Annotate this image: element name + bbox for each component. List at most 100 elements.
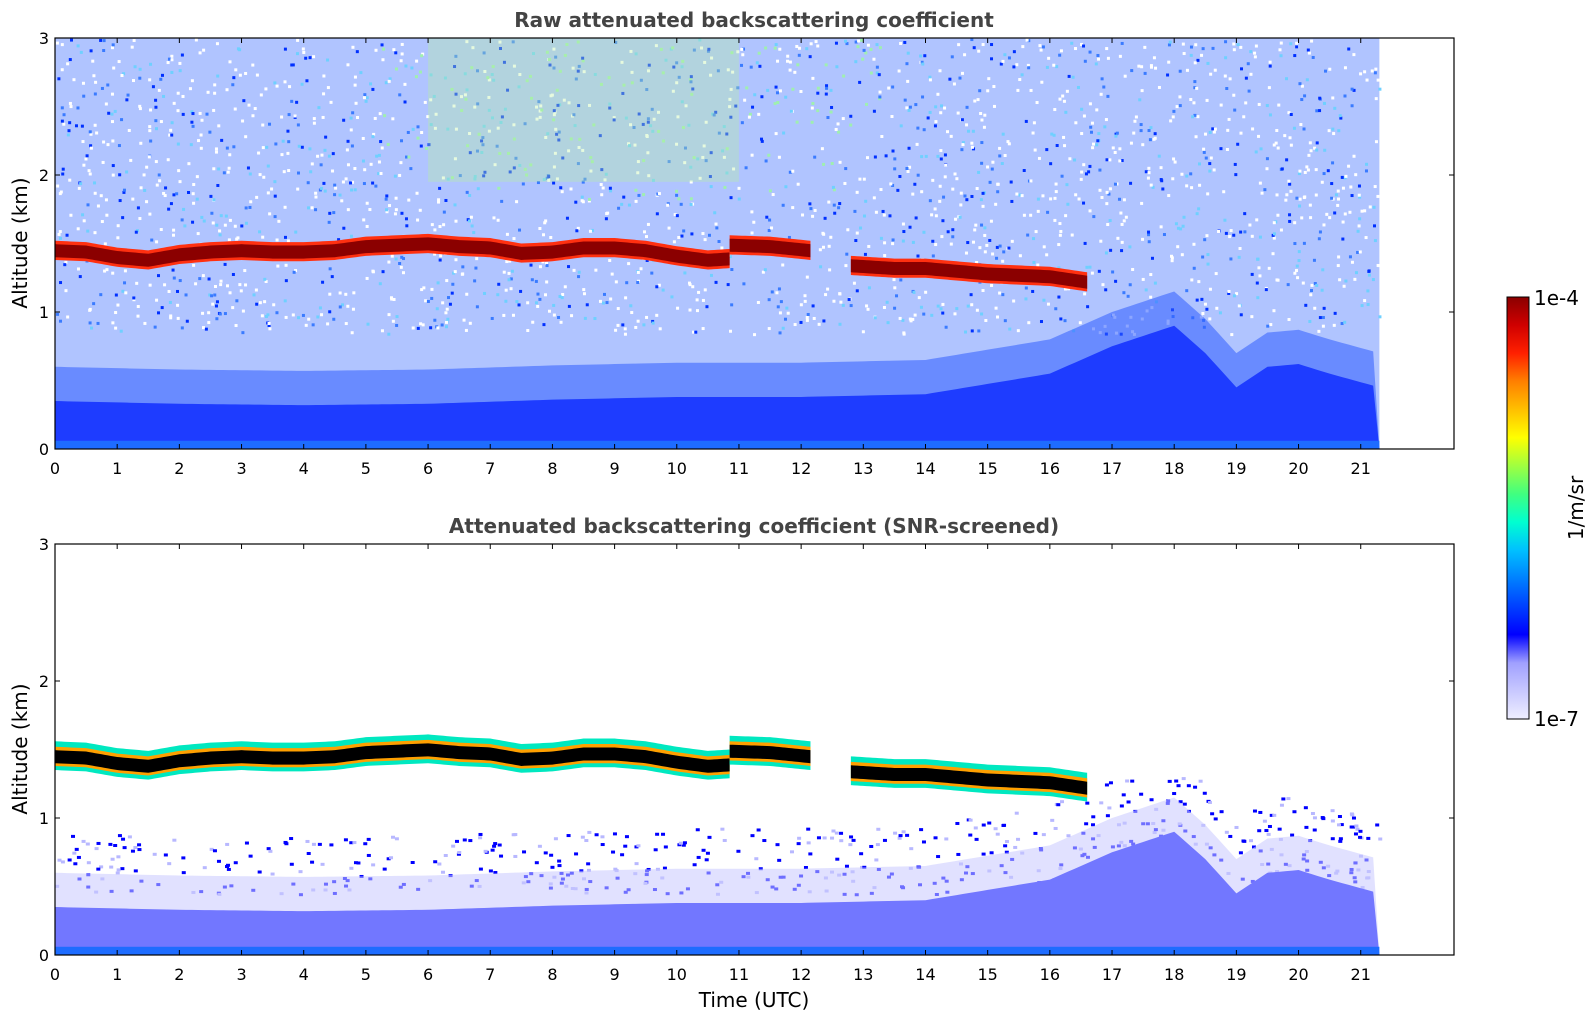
noise-pixel xyxy=(60,119,64,123)
noise-pixel xyxy=(111,321,115,325)
noise-pixel xyxy=(102,140,106,144)
noise-pixel xyxy=(120,74,124,78)
noise-pixel xyxy=(154,98,158,102)
noise-pixel xyxy=(1083,292,1087,296)
noise-pixel xyxy=(698,38,702,42)
noise-pixel xyxy=(76,44,80,48)
noise-pixel xyxy=(1250,272,1254,276)
noise-pixel xyxy=(328,211,332,215)
noise-pixel xyxy=(580,195,584,199)
noise-pixel xyxy=(1200,53,1204,57)
noise-pixel xyxy=(590,228,594,232)
noise-pixel xyxy=(545,50,549,54)
noise-pixel xyxy=(394,208,398,212)
noise-pixel xyxy=(906,170,910,174)
noise-pixel xyxy=(157,274,161,278)
noise-pixel xyxy=(296,123,300,127)
noise-pixel xyxy=(939,157,943,161)
noise-pixel xyxy=(1357,224,1361,228)
noise-pixel xyxy=(981,43,985,47)
noise-pixel xyxy=(893,286,897,290)
noise-pixel xyxy=(149,108,153,112)
noise-pixel xyxy=(296,187,300,191)
noise-pixel xyxy=(1233,162,1237,166)
noise-pixel xyxy=(701,327,705,331)
noise-pixel xyxy=(1326,169,1330,173)
signal-pixel xyxy=(1004,850,1009,854)
noise-pixel xyxy=(116,303,120,307)
noise-pixel xyxy=(731,70,735,74)
noise-pixel xyxy=(822,232,826,236)
noise-pixel xyxy=(147,155,151,159)
noise-pixel xyxy=(321,280,325,284)
noise-pixel xyxy=(614,328,618,332)
noise-pixel xyxy=(806,312,810,316)
y-tick-label: 3 xyxy=(39,535,49,554)
noise-pixel xyxy=(1367,269,1371,273)
noise-pixel xyxy=(145,200,149,204)
noise-pixel xyxy=(1154,66,1158,70)
noise-pixel xyxy=(372,132,376,136)
noise-pixel xyxy=(1283,134,1287,138)
noise-pixel xyxy=(1232,42,1236,46)
noise-pixel xyxy=(475,305,479,309)
noise-pixel xyxy=(987,77,991,81)
noise-pixel xyxy=(847,298,851,302)
noise-pixel xyxy=(861,330,865,334)
noise-pixel xyxy=(1193,61,1197,65)
noise-pixel xyxy=(563,285,567,289)
noise-pixel xyxy=(244,283,248,287)
noise-pixel xyxy=(539,104,543,108)
noise-pixel xyxy=(943,153,947,157)
noise-pixel xyxy=(1212,130,1216,134)
noise-pixel xyxy=(139,186,143,190)
noise-pixel xyxy=(526,329,530,333)
noise-pixel xyxy=(405,155,409,159)
noise-pixel xyxy=(639,78,643,82)
noise-pixel xyxy=(1153,132,1157,136)
noise-pixel xyxy=(908,317,912,321)
noise-pixel xyxy=(349,116,353,120)
noise-pixel xyxy=(381,47,385,51)
noise-pixel xyxy=(1258,235,1262,239)
noise-pixel xyxy=(371,270,375,274)
noise-pixel xyxy=(1018,193,1022,197)
noise-pixel xyxy=(1247,89,1251,93)
noise-pixel xyxy=(1062,99,1066,103)
noise-pixel xyxy=(1196,115,1200,119)
noise-pixel xyxy=(827,200,831,204)
noise-pixel xyxy=(882,213,886,217)
noise-pixel xyxy=(1116,236,1120,240)
signal-pixel xyxy=(1003,844,1008,848)
signal-pixel xyxy=(209,847,214,851)
noise-pixel xyxy=(321,115,325,119)
noise-pixel xyxy=(793,70,797,74)
noise-pixel xyxy=(702,144,706,148)
noise-pixel xyxy=(1321,324,1325,328)
noise-pixel xyxy=(1115,131,1119,135)
noise-pixel xyxy=(1233,108,1237,112)
noise-pixel xyxy=(1120,222,1124,226)
signal-pixel xyxy=(678,841,683,845)
noise-pixel xyxy=(795,44,799,48)
noise-pixel xyxy=(294,268,298,272)
noise-pixel xyxy=(187,190,191,194)
noise-pixel xyxy=(704,159,708,163)
noise-pixel xyxy=(181,112,185,116)
noise-pixel xyxy=(694,330,698,334)
noise-pixel xyxy=(933,124,937,128)
x-tick-label: 3 xyxy=(236,965,246,984)
noise-pixel xyxy=(1173,160,1177,164)
noise-pixel xyxy=(191,124,195,128)
noise-pixel xyxy=(452,104,456,108)
noise-pixel xyxy=(1089,125,1093,129)
noise-pixel xyxy=(671,46,675,50)
noise-pixel xyxy=(1113,182,1117,186)
noise-pixel xyxy=(1100,77,1104,81)
noise-pixel xyxy=(1239,230,1243,234)
noise-pixel xyxy=(1297,250,1301,254)
noise-pixel xyxy=(1308,319,1312,323)
noise-pixel xyxy=(891,238,895,242)
signal-pixel xyxy=(130,849,135,853)
noise-pixel xyxy=(1120,249,1124,253)
